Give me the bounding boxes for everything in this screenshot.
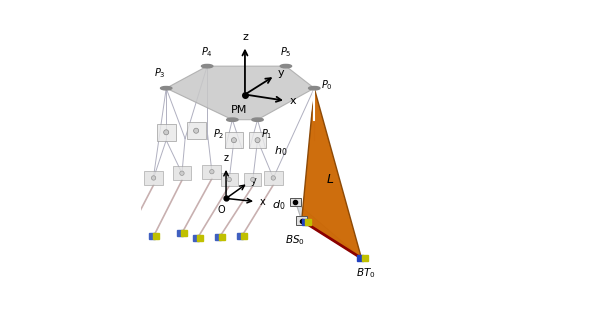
Text: $d_0$: $d_0$ [272, 198, 286, 212]
Circle shape [193, 128, 199, 133]
Bar [290, 198, 301, 206]
Bar [249, 132, 266, 148]
Bar [225, 132, 242, 148]
Ellipse shape [309, 87, 320, 90]
Circle shape [251, 177, 255, 182]
Text: O: O [217, 205, 225, 215]
Ellipse shape [280, 65, 291, 68]
Ellipse shape [227, 118, 238, 121]
Bar [173, 166, 192, 180]
Text: L: L [327, 173, 334, 186]
Ellipse shape [161, 87, 172, 90]
Circle shape [232, 138, 236, 143]
Text: PM: PM [230, 105, 247, 115]
Bar [220, 173, 238, 186]
Text: z: z [223, 153, 229, 163]
Text: $P_3$: $P_3$ [154, 66, 166, 80]
Ellipse shape [252, 118, 263, 121]
Circle shape [152, 176, 156, 180]
Circle shape [227, 177, 232, 182]
Bar [244, 173, 261, 186]
Bar [264, 171, 283, 185]
Circle shape [271, 176, 275, 180]
Text: $BT_0$: $BT_0$ [356, 266, 376, 280]
Text: $P_4$: $P_4$ [201, 45, 213, 59]
Circle shape [180, 171, 184, 175]
Ellipse shape [201, 65, 213, 68]
Text: $BS_0$: $BS_0$ [285, 233, 305, 247]
Circle shape [164, 130, 169, 135]
Text: y: y [278, 68, 285, 78]
Text: x: x [260, 197, 266, 207]
Bar [202, 164, 221, 179]
Circle shape [210, 169, 214, 174]
Text: $P_2$: $P_2$ [213, 128, 224, 141]
Bar [144, 171, 163, 185]
Text: z: z [242, 32, 248, 42]
Circle shape [255, 138, 260, 143]
Text: y: y [251, 176, 256, 186]
Text: $P_1$: $P_1$ [261, 128, 272, 141]
Polygon shape [296, 202, 362, 258]
Text: $P_0$: $P_0$ [321, 78, 333, 92]
Polygon shape [166, 66, 314, 120]
Bar [187, 122, 205, 139]
Bar [296, 216, 307, 225]
Polygon shape [301, 88, 362, 258]
Text: $h_0$: $h_0$ [274, 144, 288, 158]
Text: $P_5$: $P_5$ [280, 45, 292, 59]
Text: x: x [290, 96, 297, 106]
Bar [157, 123, 176, 141]
